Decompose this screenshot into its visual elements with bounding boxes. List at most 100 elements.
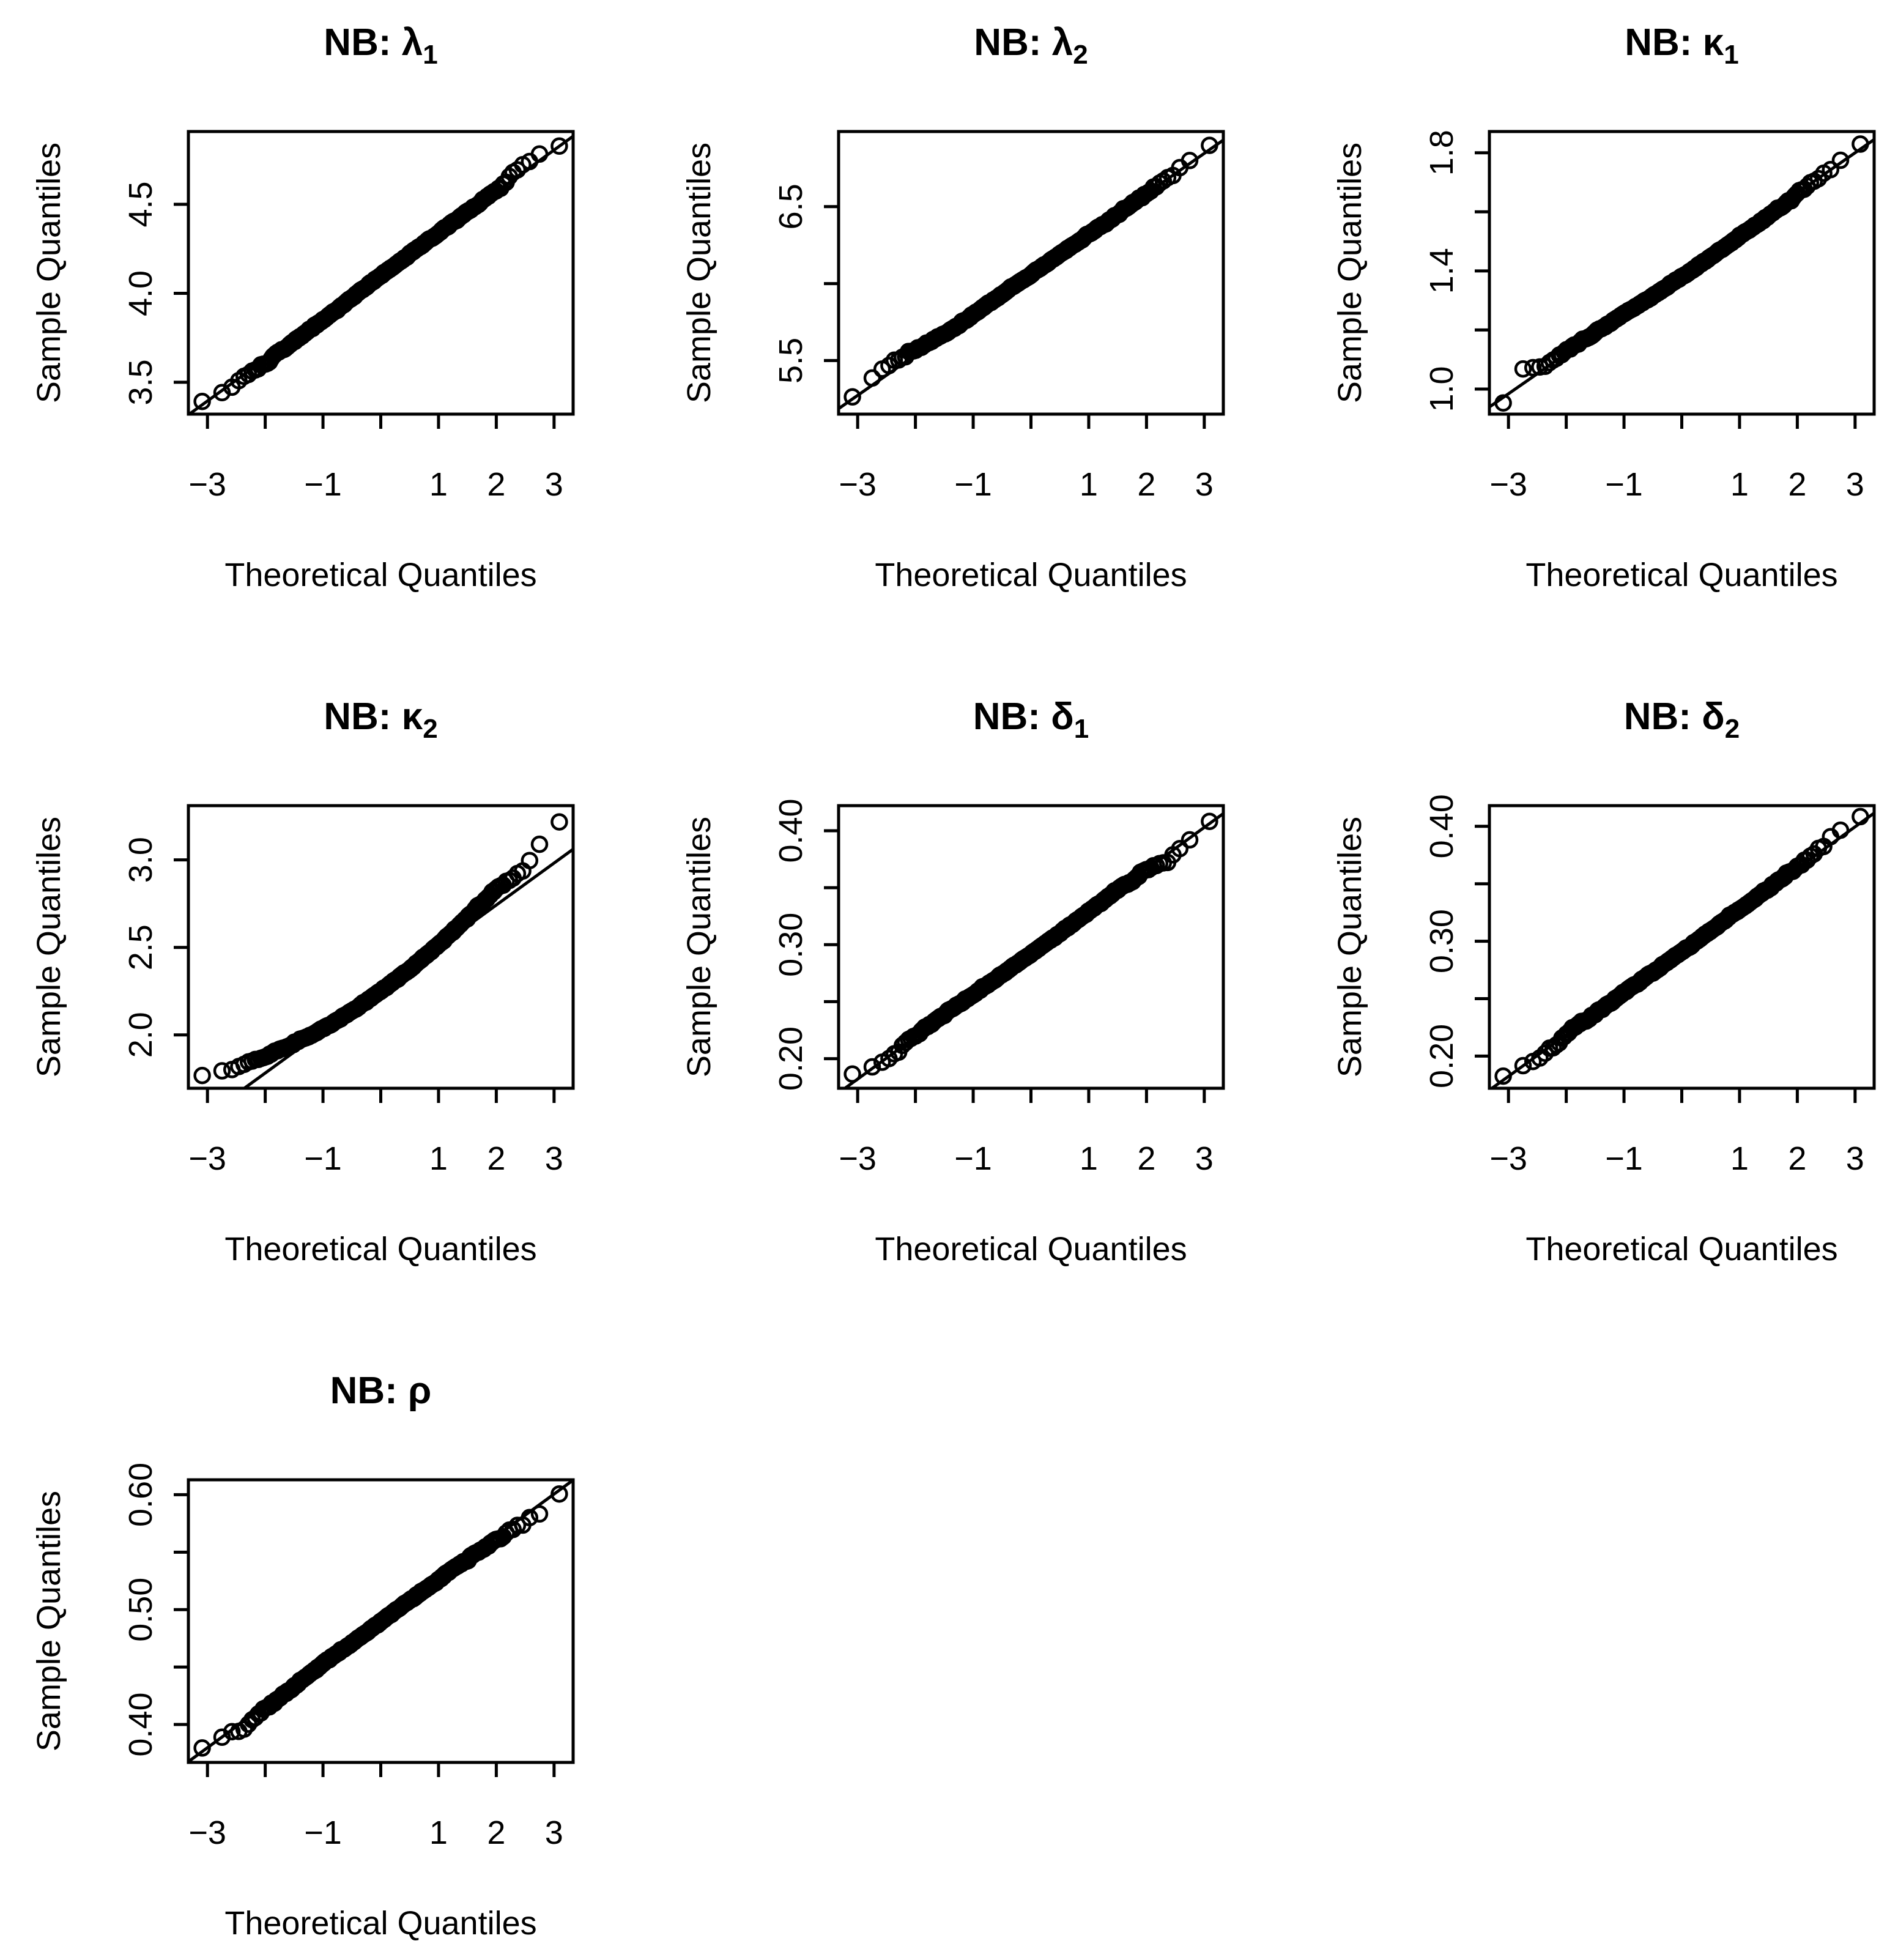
plot-title-delta2: NB: δ2: [1624, 696, 1740, 744]
x-tick-label: 2: [1788, 466, 1806, 503]
qq-plot-svg-lambda1: NB: λ1 Sample Quantiles Theoretical Quanti…: [31, 21, 575, 593]
x-tick-label: −1: [954, 1140, 992, 1177]
x-tick-label: −1: [1605, 466, 1643, 503]
y-tick-label: 0.60: [122, 1463, 159, 1527]
qq-reference-line: [188, 1480, 573, 1762]
axes: [174, 1478, 575, 1777]
x-axis-title: Theoretical Quantiles: [224, 1231, 536, 1268]
y-tick-label: 3.0: [122, 837, 159, 883]
y-tick-label: 0.20: [1423, 1024, 1460, 1088]
x-tick-label: 2: [1137, 1140, 1155, 1177]
x-tick-label: 2: [1137, 466, 1155, 503]
x-axis-title: Theoretical Quantiles: [1525, 1231, 1837, 1268]
x-tick-label: 3: [1195, 466, 1214, 503]
y-axis-title: Sample Quantiles: [31, 1491, 67, 1751]
qq-plot-panel-lambda1: NB: λ1 Sample Quantiles Theoretical Quanti…: [0, 0, 632, 612]
x-tick-label: 2: [487, 1814, 505, 1851]
x-tick-label: 2: [487, 1140, 505, 1177]
y-tick-label: 5.5: [773, 338, 809, 384]
x-tick-label: −3: [188, 466, 226, 503]
qq-plot-svg-delta1: NB: δ1 Sample Quantiles Theoretical Quanti…: [681, 696, 1225, 1268]
qq-plot-svg-delta2: NB: δ2 Sample Quantiles Theoretical Quanti…: [1332, 696, 1876, 1268]
x-tick-label: 1: [429, 1814, 448, 1851]
y-tick-label: 1.4: [1423, 248, 1460, 294]
x-tick-label: −3: [188, 1814, 226, 1851]
x-axis-title: Theoretical Quantiles: [224, 1905, 536, 1942]
axes: [1475, 804, 1876, 1103]
x-tick-label: 1: [1080, 1140, 1098, 1177]
qq-plot-panel-rho: NB: ρ Sample Quantiles Theoretical Quantil…: [0, 1348, 632, 1960]
y-axis-title: Sample Quantiles: [681, 817, 717, 1077]
x-tick-label: 2: [1788, 1140, 1806, 1177]
plot-title-lambda2: NB: λ2: [974, 21, 1088, 70]
x-tick-label: 1: [1730, 1140, 1749, 1177]
y-tick-label: 4.5: [122, 181, 159, 227]
plot-title-rho: NB: ρ: [330, 1370, 432, 1412]
axes: [824, 804, 1225, 1103]
qq-plot-panel-delta1: NB: δ1 Sample Quantiles Theoretical Quanti…: [650, 674, 1283, 1286]
y-tick-label: 2.0: [122, 1012, 159, 1058]
qq-plot-svg-rho: NB: ρ Sample Quantiles Theoretical Quantil…: [31, 1370, 575, 1942]
y-tick-label: 3.5: [122, 359, 159, 405]
x-tick-label: 1: [429, 466, 448, 503]
x-tick-label: 3: [545, 466, 563, 503]
x-axis-title: Theoretical Quantiles: [1525, 557, 1837, 593]
y-axis-title: Sample Quantiles: [31, 817, 67, 1077]
x-tick-label: −3: [839, 1140, 877, 1177]
y-tick-label: 6.5: [773, 184, 809, 229]
qq-reference-line: [1489, 138, 1874, 409]
y-axis-title: Sample Quantiles: [31, 143, 67, 403]
data-points: [193, 813, 568, 1085]
y-axis-title: Sample Quantiles: [1332, 817, 1368, 1077]
x-tick-label: 3: [1846, 466, 1864, 503]
y-tick-label: 0.50: [122, 1578, 159, 1642]
x-tick-label: −3: [1489, 1140, 1527, 1177]
y-axis-title: Sample Quantiles: [681, 143, 717, 403]
y-tick-label: 2.5: [122, 924, 159, 970]
y-tick-label: 0.30: [1423, 909, 1460, 973]
x-axis-title: Theoretical Quantiles: [875, 1231, 1187, 1268]
x-tick-label: −1: [304, 1140, 342, 1177]
qq-plot-svg-kappa2: NB: κ2 Sample Quantiles Theoretical Quanti…: [31, 696, 575, 1268]
qq-reference-line: [242, 848, 573, 1088]
y-tick-label: 0.20: [773, 1026, 809, 1091]
y-tick-label: 1.8: [1423, 130, 1460, 176]
axes: [1475, 130, 1876, 429]
qq-plot-panel-delta2: NB: δ2 Sample Quantiles Theoretical Quanti…: [1301, 674, 1898, 1286]
qq-plot-svg-lambda2: NB: λ2 Sample Quantiles Theoretical Quanti…: [681, 21, 1225, 593]
x-tick-label: −3: [839, 466, 877, 503]
qq-plot-svg-kappa1: NB: κ1 Sample Quantiles Theoretical Quanti…: [1332, 21, 1876, 593]
y-axis-title: Sample Quantiles: [1332, 143, 1368, 403]
data-points: [843, 136, 1218, 406]
qq-reference-line: [188, 135, 573, 414]
x-tick-label: 3: [1195, 1140, 1214, 1177]
x-tick-label: 1: [1730, 466, 1749, 503]
x-tick-label: −1: [954, 466, 992, 503]
data-points: [193, 137, 568, 410]
qq-plot-panel-kappa2: NB: κ2 Sample Quantiles Theoretical Quanti…: [0, 674, 632, 1286]
plot-title-lambda1: NB: λ1: [324, 21, 437, 70]
qq-plot-panel-lambda2: NB: λ2 Sample Quantiles Theoretical Quanti…: [650, 0, 1283, 612]
axes: [174, 804, 575, 1103]
y-tick-label: 0.40: [122, 1692, 159, 1756]
data-points: [193, 1485, 568, 1757]
x-axis-title: Theoretical Quantiles: [224, 557, 536, 593]
x-tick-label: −1: [304, 466, 342, 503]
qq-reference-line: [1489, 812, 1874, 1088]
plot-box: [187, 804, 575, 1090]
y-tick-label: 0.30: [773, 913, 809, 977]
x-tick-label: 1: [1080, 466, 1098, 503]
plot-title-kappa1: NB: κ1: [1625, 21, 1738, 70]
plot-title-delta1: NB: δ1: [973, 696, 1089, 744]
axes: [174, 130, 575, 429]
qq-plot-panel-kappa1: NB: κ1 Sample Quantiles Theoretical Quanti…: [1301, 0, 1898, 612]
plot-title-kappa2: NB: κ2: [324, 696, 437, 744]
y-tick-label: 1.0: [1423, 366, 1460, 412]
x-tick-label: −1: [1605, 1140, 1643, 1177]
qq-reference-line: [839, 138, 1223, 410]
x-tick-label: 2: [487, 466, 505, 503]
x-tick-label: −3: [188, 1140, 226, 1177]
x-axis-title: Theoretical Quantiles: [875, 557, 1187, 593]
x-tick-label: 3: [545, 1140, 563, 1177]
y-tick-label: 0.40: [1423, 794, 1460, 858]
